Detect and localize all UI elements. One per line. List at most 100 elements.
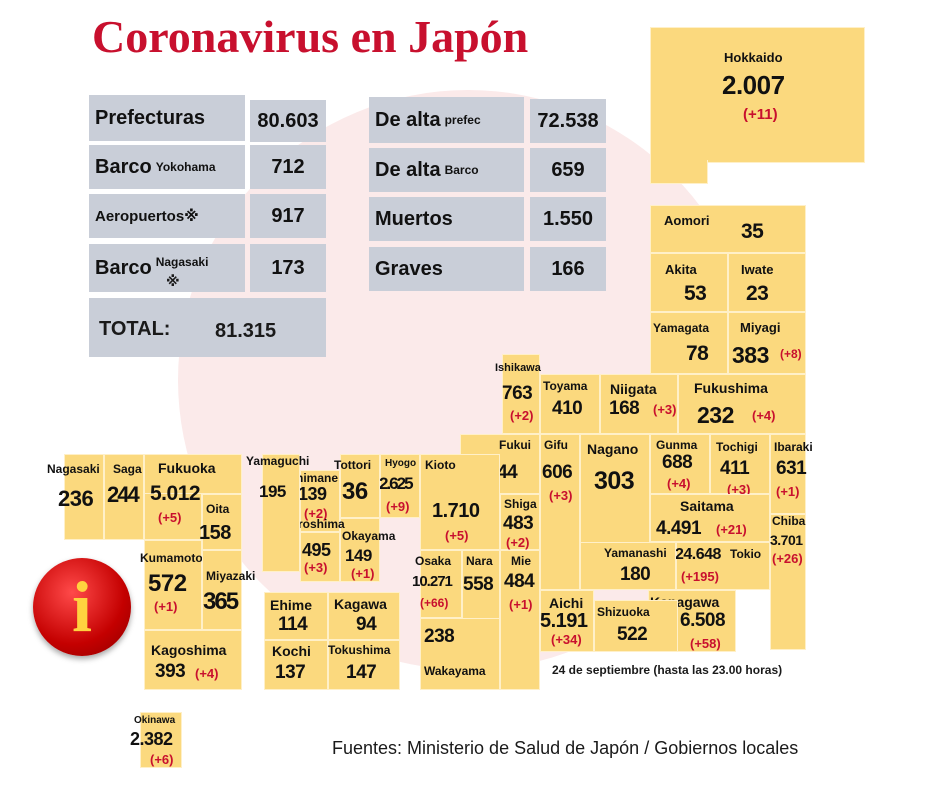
region-fukushima (678, 374, 806, 434)
region-chiba (770, 514, 806, 650)
region-gunma (650, 434, 710, 494)
shimane-count: 139 (298, 484, 327, 504)
region-ishikawa (502, 354, 540, 434)
toyama-count: 410 (552, 398, 583, 419)
gifu-count: 606 (542, 462, 573, 483)
ibaraki-inc: (+1) (776, 484, 800, 499)
chiba-count: 3.701 (770, 532, 803, 548)
region-shiga (500, 494, 540, 550)
shiga-count: 483 (503, 513, 534, 534)
fukuoka-count: 5.012 (150, 482, 201, 505)
total-label: TOTAL: (99, 318, 171, 340)
fukushima-inc: (+4) (752, 408, 776, 423)
niigata-inc: (+3) (653, 402, 677, 417)
toyama-name: Toyama (543, 379, 588, 393)
region-hiroshima (300, 532, 340, 582)
tochigi-name: Tochigi (716, 440, 758, 454)
akita-count: 53 (684, 282, 707, 305)
akita-name: Akita (665, 262, 697, 277)
okayama-name: Okayama (342, 529, 396, 543)
region-kumamoto (144, 540, 202, 630)
asterisk-mark: ※ (166, 273, 180, 289)
shimane-name: Shimane (288, 471, 339, 485)
wakayama-name: Wakayama (424, 664, 486, 678)
mie-inc: (+1) (509, 597, 533, 612)
tochigi-inc: (+3) (727, 482, 751, 497)
region-fukuoka-lower (144, 494, 202, 540)
aichi-count: 5.191 (540, 610, 588, 632)
tokushima-name: Tokushima (328, 643, 391, 657)
mie-count: 484 (504, 571, 535, 592)
kagawa-name: Kagawa (334, 596, 387, 612)
hyogo-inc: (+9) (386, 499, 410, 514)
kumamoto-count: 572 (148, 570, 187, 597)
mie-name: Mie (511, 554, 532, 568)
osaka-inc: (+66) (420, 596, 449, 610)
region-nagasaki (64, 454, 104, 540)
kagawa-count: 94 (356, 614, 377, 635)
shimane-inc: (+2) (304, 506, 328, 521)
barco-nagasaki-value: 173 (250, 244, 326, 292)
gifu-name: Gifu (544, 438, 568, 452)
okinawa-inc: (+6) (150, 752, 174, 767)
region-iwate (728, 253, 806, 312)
muertos-value: 1.550 (530, 197, 606, 241)
nara-name: Nara (466, 554, 493, 568)
nagano-name: Nagano (587, 441, 639, 457)
hokkaido-name: Hokkaido (724, 50, 783, 65)
niigata-count: 168 (609, 398, 640, 419)
saitama-count: 4.491 (656, 518, 702, 539)
region-toyama (540, 374, 600, 434)
ibaraki-count: 631 (776, 458, 807, 479)
region-kochi (264, 640, 328, 690)
okinawa-name: Okinawa (134, 715, 176, 726)
tokushima-count: 147 (346, 662, 377, 683)
info-icon: i (33, 558, 131, 656)
region-miyazaki (202, 550, 242, 630)
gifu-inc: (+3) (549, 488, 573, 503)
region-hyogo (380, 454, 420, 518)
hiroshima-count: 495 (302, 540, 331, 560)
kagoshima-name: Kagoshima (151, 642, 227, 658)
aomori-name: Aomori (664, 213, 710, 228)
oita-name: Oita (206, 502, 230, 516)
muertos-label: Muertos (369, 197, 524, 241)
region-shimane (300, 470, 340, 532)
region-mie (500, 550, 540, 690)
yamaguchi-name: Yamaguchi (246, 454, 310, 468)
region-hokkaido (650, 27, 865, 163)
nagasaki-name: Nagasaki (47, 462, 100, 476)
shizuoka-count: 522 (617, 624, 648, 645)
kioto-name: Kioto (425, 458, 456, 472)
fukushima-name: Fukushima (694, 380, 768, 396)
page-title: Coronavirus en Japón (92, 11, 529, 62)
hokkaido-count: 2.007 (722, 70, 785, 100)
fukuoka-inc: (+5) (158, 510, 182, 525)
region-tokushima (328, 640, 400, 690)
total-box: TOTAL: 81.315 (89, 298, 326, 357)
ehime-name: Ehime (270, 597, 313, 613)
region-kagawa (328, 592, 400, 640)
kochi-name: Kochi (272, 643, 311, 659)
ishikawa-name: Ishikawa (495, 362, 541, 374)
region-okinawa (140, 712, 182, 768)
de-alta-barco-label: De alta Barco (369, 148, 524, 192)
prefecturas-value: 80.603 (250, 100, 326, 142)
aomori-count: 35 (741, 220, 764, 243)
okayama-inc: (+1) (351, 566, 375, 581)
niigata-name: Niigata (610, 381, 657, 397)
region-yamaguchi (262, 454, 300, 572)
osaka-count: 10.271 (412, 573, 453, 590)
yamanashi-name: Yamanashi (604, 546, 667, 560)
gunma-count: 688 (662, 452, 693, 473)
region-osaka (420, 550, 462, 618)
aeropuertos-value: 917 (250, 194, 326, 238)
graves-label: Graves (369, 247, 524, 291)
region-tottori (340, 454, 380, 518)
region-aichi (540, 590, 594, 652)
region-kioto (420, 454, 500, 550)
ibaraki-name: Ibaraki (774, 440, 813, 454)
tochigi-count: 411 (720, 458, 750, 479)
osaka-name: Osaka (415, 554, 452, 568)
sources-note: Fuentes: Ministerio de Salud de Japón / … (332, 738, 799, 758)
